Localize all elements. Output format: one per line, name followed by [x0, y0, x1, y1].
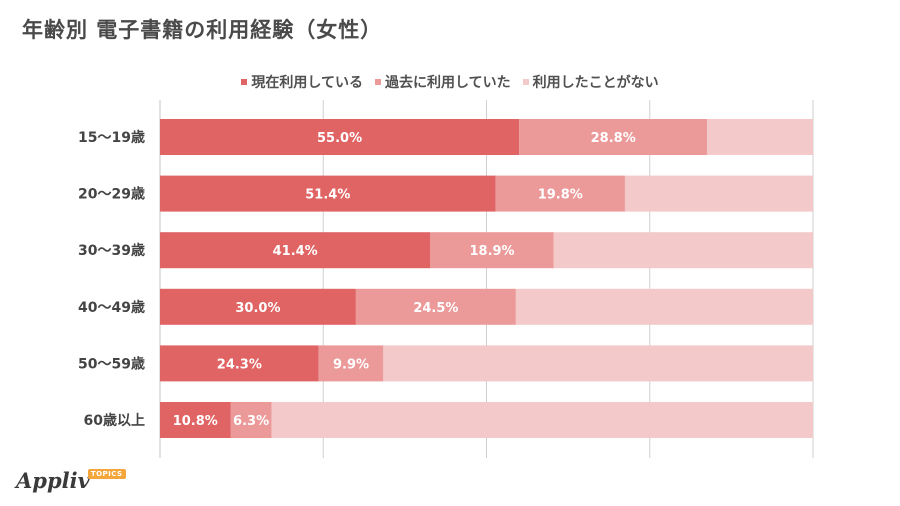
- appliv-logo: Appliv TOPICS: [16, 468, 128, 493]
- legend-swatch-current: [241, 79, 248, 85]
- bar-segment-never: [553, 232, 813, 269]
- page-title: 年齢別 電子書籍の利用経験（女性）: [22, 18, 383, 42]
- bar-segment-current: [160, 402, 231, 438]
- data-label: 24.5%: [413, 301, 458, 316]
- legend-label-past: 過去に利用していた: [385, 75, 511, 91]
- bar-segment-never: [707, 119, 813, 155]
- bar-segment-past: [495, 175, 625, 212]
- data-label: 19.8%: [538, 188, 583, 203]
- category-label: 30〜39歳: [78, 242, 145, 259]
- bar-segment-current: [160, 232, 431, 269]
- bar-segment-current: [160, 288, 356, 325]
- bar-segment-past: [355, 288, 516, 325]
- legend-item-current: 現在利用している: [241, 72, 363, 92]
- data-label: 51.4%: [305, 188, 350, 203]
- data-label: 30.0%: [235, 301, 280, 316]
- legend-item-never: 利用したことがない: [522, 72, 659, 92]
- data-label: 28.8%: [591, 131, 636, 146]
- bar-segment-current: [160, 345, 319, 382]
- bar-segment-past: [318, 345, 384, 382]
- data-label: 10.8%: [173, 414, 218, 429]
- category-label: 40〜49歳: [78, 299, 145, 316]
- bar-segment-never: [515, 288, 813, 325]
- category-label: 50〜59歳: [78, 355, 145, 372]
- data-label: 55.0%: [317, 131, 362, 146]
- data-label: 9.9%: [333, 357, 369, 372]
- legend-swatch-past: [375, 79, 381, 85]
- bar-segment-current: [160, 119, 520, 155]
- legend-label-never: 利用したことがない: [532, 75, 659, 91]
- bar-segment-never: [271, 402, 814, 438]
- bar-segment-never: [383, 345, 813, 382]
- data-label: 41.4%: [273, 244, 318, 259]
- bar-segment-past: [519, 119, 708, 155]
- legend-swatch-never: [522, 79, 529, 85]
- chart-legend: 現在利用している 過去に利用していた 利用したことがない: [0, 72, 900, 92]
- logo-badge: TOPICS: [87, 469, 126, 479]
- category-label: 15〜19歳: [78, 129, 145, 146]
- bar-segment-past: [230, 402, 272, 438]
- legend-item-past: 過去に利用していた: [375, 72, 511, 92]
- data-label: 6.3%: [233, 414, 269, 429]
- bar-segment-never: [624, 175, 813, 212]
- data-label: 18.9%: [469, 244, 514, 259]
- category-label: 20〜29歳: [78, 186, 145, 203]
- data-label: 24.3%: [217, 357, 262, 372]
- bar-segment-past: [430, 232, 554, 269]
- legend-label-current: 現在利用している: [251, 75, 363, 91]
- category-label: 60歳以上: [84, 412, 145, 429]
- bar-segment-current: [160, 175, 496, 212]
- logo-text: Appliv: [16, 468, 90, 493]
